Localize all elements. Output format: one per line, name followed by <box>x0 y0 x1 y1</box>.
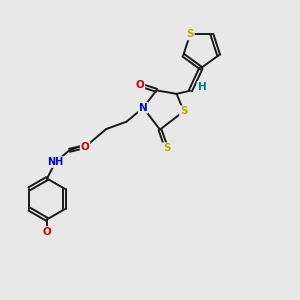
Text: O: O <box>136 80 144 90</box>
Text: O: O <box>43 227 51 237</box>
Text: S: S <box>163 143 170 153</box>
Text: S: S <box>180 106 188 116</box>
Text: O: O <box>81 142 89 152</box>
Text: N: N <box>139 103 148 113</box>
Text: NH: NH <box>47 157 64 167</box>
Text: S: S <box>186 29 194 40</box>
Text: H: H <box>197 82 206 92</box>
